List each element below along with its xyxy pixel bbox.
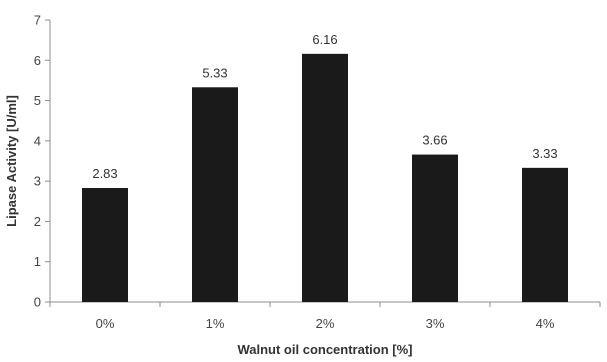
y-tick-label: 4 bbox=[34, 133, 41, 148]
x-axis-title: Walnut oil concentration [%] bbox=[237, 342, 412, 357]
bar-0pct bbox=[82, 187, 128, 302]
data-label: 3.66 bbox=[422, 133, 447, 148]
x-tick-label: 3% bbox=[426, 316, 445, 331]
y-tick-label: 7 bbox=[34, 13, 41, 28]
x-axis: 0% 1% 2% 3% 4% bbox=[49, 301, 601, 331]
y-axis-ticks: 0 1 2 3 4 5 6 7 bbox=[34, 13, 50, 310]
x-tick-label: 1% bbox=[206, 316, 225, 331]
bar-4pct bbox=[522, 167, 568, 302]
bars bbox=[82, 53, 568, 303]
y-axis-title: Lipase Activity [U/ml] bbox=[4, 95, 19, 227]
data-labels: 2.83 5.33 6.16 3.66 3.33 bbox=[92, 32, 557, 181]
data-label: 6.16 bbox=[312, 32, 337, 47]
bar-1pct bbox=[192, 87, 238, 302]
x-axis-ticks: 0% 1% 2% 3% 4% bbox=[49, 302, 601, 331]
y-tick-label: 1 bbox=[34, 254, 41, 269]
y-tick-label: 6 bbox=[34, 53, 41, 68]
x-tick-label: 2% bbox=[316, 316, 335, 331]
bar-2pct bbox=[302, 53, 348, 303]
y-tick-label: 3 bbox=[34, 174, 41, 189]
data-label: 2.83 bbox=[92, 166, 117, 181]
y-axis: 0 1 2 3 4 5 6 7 bbox=[34, 13, 51, 310]
y-tick-label: 2 bbox=[34, 214, 41, 229]
data-label: 3.33 bbox=[532, 146, 557, 161]
bar-3pct bbox=[412, 154, 458, 302]
y-tick-label: 0 bbox=[34, 295, 41, 310]
x-tick-label: 0% bbox=[96, 316, 115, 331]
x-tick-label: 4% bbox=[536, 316, 555, 331]
data-label: 5.33 bbox=[202, 65, 227, 80]
y-tick-label: 5 bbox=[34, 93, 41, 108]
